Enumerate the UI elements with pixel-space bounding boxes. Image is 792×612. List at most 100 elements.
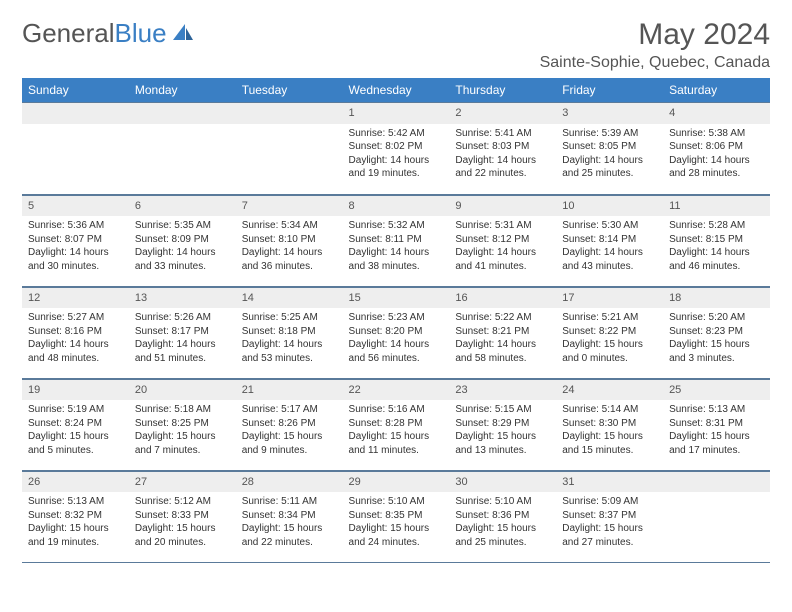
calendar-day-cell: 9Sunrise: 5:31 AMSunset: 8:12 PMDaylight… [449, 194, 556, 286]
day-content: Sunrise: 5:28 AMSunset: 8:15 PMDaylight:… [663, 216, 770, 277]
day-number-empty [129, 102, 236, 124]
day-number: 3 [556, 102, 663, 124]
calendar-day-cell [129, 102, 236, 194]
day-number: 10 [556, 195, 663, 217]
header: GeneralBlue May 2024 Sainte-Sophie, Queb… [22, 18, 770, 72]
day-content: Sunrise: 5:30 AMSunset: 8:14 PMDaylight:… [556, 216, 663, 277]
day-content: Sunrise: 5:42 AMSunset: 8:02 PMDaylight:… [343, 124, 450, 185]
logo: GeneralBlue [22, 18, 195, 49]
day-content: Sunrise: 5:22 AMSunset: 8:21 PMDaylight:… [449, 308, 556, 369]
calendar-day-cell: 20Sunrise: 5:18 AMSunset: 8:25 PMDayligh… [129, 378, 236, 470]
day-content: Sunrise: 5:31 AMSunset: 8:12 PMDaylight:… [449, 216, 556, 277]
calendar-week-row: 1Sunrise: 5:42 AMSunset: 8:02 PMDaylight… [22, 102, 770, 194]
day-content: Sunrise: 5:21 AMSunset: 8:22 PMDaylight:… [556, 308, 663, 369]
calendar-day-cell: 3Sunrise: 5:39 AMSunset: 8:05 PMDaylight… [556, 102, 663, 194]
day-number: 30 [449, 471, 556, 493]
day-number: 20 [129, 379, 236, 401]
day-number: 13 [129, 287, 236, 309]
day-content: Sunrise: 5:15 AMSunset: 8:29 PMDaylight:… [449, 400, 556, 461]
day-number: 21 [236, 379, 343, 401]
day-number: 15 [343, 287, 450, 309]
calendar-day-cell: 25Sunrise: 5:13 AMSunset: 8:31 PMDayligh… [663, 378, 770, 470]
calendar-day-cell: 1Sunrise: 5:42 AMSunset: 8:02 PMDaylight… [343, 102, 450, 194]
day-number: 31 [556, 471, 663, 493]
day-number: 29 [343, 471, 450, 493]
weekday-header: Tuesday [236, 78, 343, 102]
calendar-day-cell: 24Sunrise: 5:14 AMSunset: 8:30 PMDayligh… [556, 378, 663, 470]
calendar-day-cell [22, 102, 129, 194]
calendar-day-cell: 13Sunrise: 5:26 AMSunset: 8:17 PMDayligh… [129, 286, 236, 378]
day-number-empty [22, 102, 129, 124]
day-number: 1 [343, 102, 450, 124]
day-number: 19 [22, 379, 129, 401]
day-content: Sunrise: 5:13 AMSunset: 8:31 PMDaylight:… [663, 400, 770, 461]
day-number: 6 [129, 195, 236, 217]
calendar-day-cell: 14Sunrise: 5:25 AMSunset: 8:18 PMDayligh… [236, 286, 343, 378]
day-content: Sunrise: 5:12 AMSunset: 8:33 PMDaylight:… [129, 492, 236, 553]
day-content: Sunrise: 5:10 AMSunset: 8:36 PMDaylight:… [449, 492, 556, 553]
day-content: Sunrise: 5:27 AMSunset: 8:16 PMDaylight:… [22, 308, 129, 369]
calendar-day-cell: 16Sunrise: 5:22 AMSunset: 8:21 PMDayligh… [449, 286, 556, 378]
logo-sail-icon [171, 18, 195, 49]
calendar-day-cell: 29Sunrise: 5:10 AMSunset: 8:35 PMDayligh… [343, 470, 450, 562]
calendar-day-cell [663, 470, 770, 562]
day-content: Sunrise: 5:34 AMSunset: 8:10 PMDaylight:… [236, 216, 343, 277]
calendar-day-cell: 21Sunrise: 5:17 AMSunset: 8:26 PMDayligh… [236, 378, 343, 470]
day-content: Sunrise: 5:11 AMSunset: 8:34 PMDaylight:… [236, 492, 343, 553]
day-number: 25 [663, 379, 770, 401]
day-number: 17 [556, 287, 663, 309]
weekday-header-row: SundayMondayTuesdayWednesdayThursdayFrid… [22, 78, 770, 102]
day-number: 24 [556, 379, 663, 401]
day-number: 22 [343, 379, 450, 401]
day-number: 26 [22, 471, 129, 493]
day-number: 23 [449, 379, 556, 401]
calendar-day-cell: 2Sunrise: 5:41 AMSunset: 8:03 PMDaylight… [449, 102, 556, 194]
weekday-header: Thursday [449, 78, 556, 102]
day-number: 8 [343, 195, 450, 217]
day-content: Sunrise: 5:20 AMSunset: 8:23 PMDaylight:… [663, 308, 770, 369]
day-content: Sunrise: 5:16 AMSunset: 8:28 PMDaylight:… [343, 400, 450, 461]
day-number: 9 [449, 195, 556, 217]
calendar-day-cell: 31Sunrise: 5:09 AMSunset: 8:37 PMDayligh… [556, 470, 663, 562]
calendar-day-cell: 23Sunrise: 5:15 AMSunset: 8:29 PMDayligh… [449, 378, 556, 470]
day-number: 28 [236, 471, 343, 493]
calendar-body: 1Sunrise: 5:42 AMSunset: 8:02 PMDaylight… [22, 102, 770, 562]
calendar-day-cell: 18Sunrise: 5:20 AMSunset: 8:23 PMDayligh… [663, 286, 770, 378]
location: Sainte-Sophie, Quebec, Canada [540, 54, 770, 72]
day-content: Sunrise: 5:32 AMSunset: 8:11 PMDaylight:… [343, 216, 450, 277]
day-content: Sunrise: 5:18 AMSunset: 8:25 PMDaylight:… [129, 400, 236, 461]
weekday-header: Wednesday [343, 78, 450, 102]
day-content: Sunrise: 5:14 AMSunset: 8:30 PMDaylight:… [556, 400, 663, 461]
calendar-week-row: 19Sunrise: 5:19 AMSunset: 8:24 PMDayligh… [22, 378, 770, 470]
calendar-day-cell: 11Sunrise: 5:28 AMSunset: 8:15 PMDayligh… [663, 194, 770, 286]
calendar-day-cell: 17Sunrise: 5:21 AMSunset: 8:22 PMDayligh… [556, 286, 663, 378]
calendar-day-cell: 7Sunrise: 5:34 AMSunset: 8:10 PMDaylight… [236, 194, 343, 286]
day-number: 18 [663, 287, 770, 309]
day-number: 27 [129, 471, 236, 493]
day-number: 7 [236, 195, 343, 217]
calendar-day-cell: 8Sunrise: 5:32 AMSunset: 8:11 PMDaylight… [343, 194, 450, 286]
logo-text-blue: Blue [115, 18, 167, 49]
calendar-day-cell: 30Sunrise: 5:10 AMSunset: 8:36 PMDayligh… [449, 470, 556, 562]
day-content: Sunrise: 5:39 AMSunset: 8:05 PMDaylight:… [556, 124, 663, 185]
calendar-day-cell: 4Sunrise: 5:38 AMSunset: 8:06 PMDaylight… [663, 102, 770, 194]
day-content: Sunrise: 5:41 AMSunset: 8:03 PMDaylight:… [449, 124, 556, 185]
day-content: Sunrise: 5:35 AMSunset: 8:09 PMDaylight:… [129, 216, 236, 277]
day-number-empty [236, 102, 343, 124]
calendar-day-cell: 15Sunrise: 5:23 AMSunset: 8:20 PMDayligh… [343, 286, 450, 378]
weekday-header: Sunday [22, 78, 129, 102]
calendar-day-cell: 19Sunrise: 5:19 AMSunset: 8:24 PMDayligh… [22, 378, 129, 470]
day-content: Sunrise: 5:17 AMSunset: 8:26 PMDaylight:… [236, 400, 343, 461]
day-number: 16 [449, 287, 556, 309]
weekday-header: Friday [556, 78, 663, 102]
day-number: 2 [449, 102, 556, 124]
calendar-table: SundayMondayTuesdayWednesdayThursdayFrid… [22, 78, 770, 563]
month-title: May 2024 [540, 18, 770, 52]
day-content: Sunrise: 5:26 AMSunset: 8:17 PMDaylight:… [129, 308, 236, 369]
day-number: 14 [236, 287, 343, 309]
day-number: 4 [663, 102, 770, 124]
day-number: 11 [663, 195, 770, 217]
calendar-day-cell [236, 102, 343, 194]
weekday-header: Monday [129, 78, 236, 102]
logo-text-general: General [22, 18, 115, 49]
